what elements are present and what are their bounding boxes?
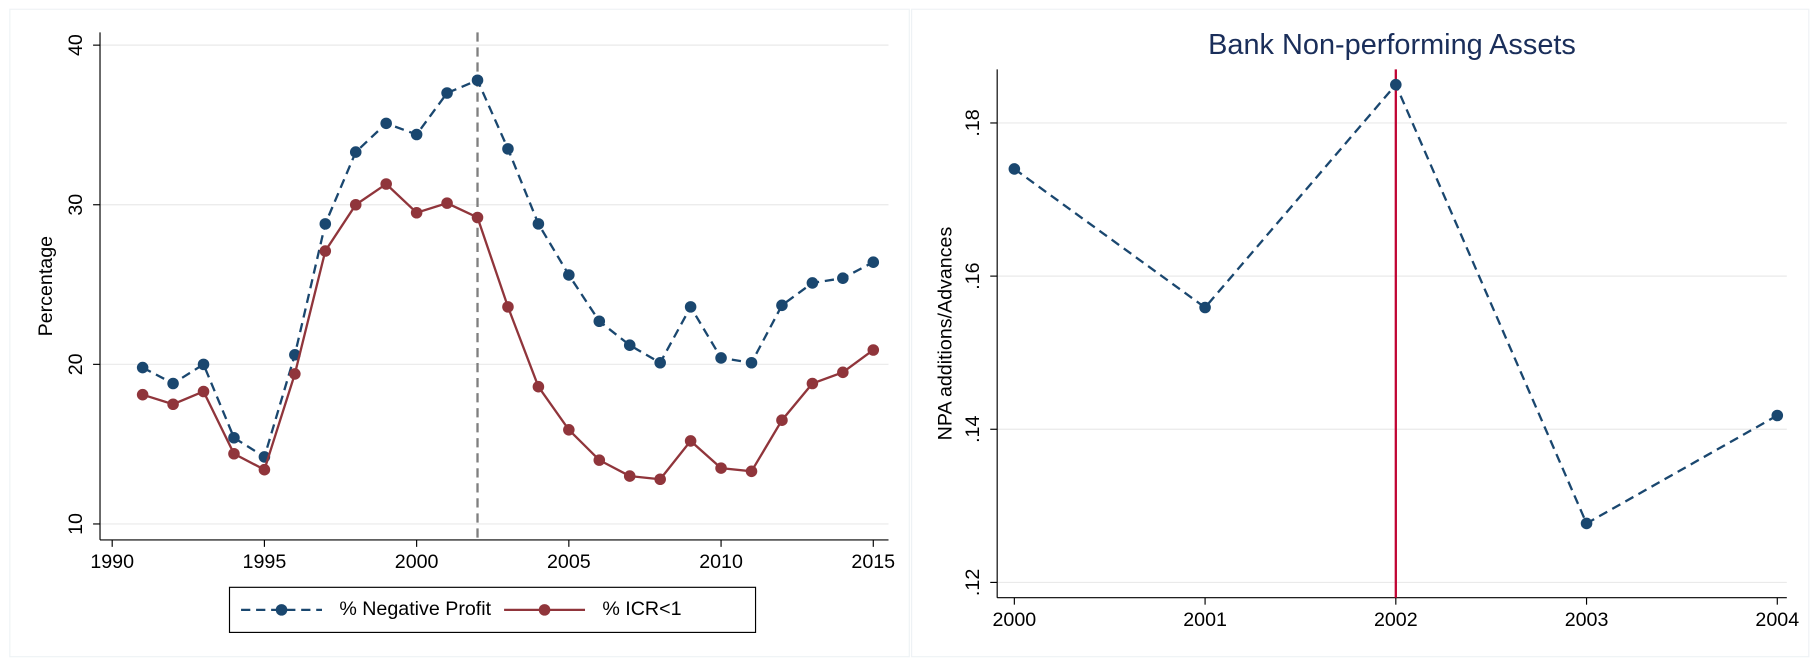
y-tick-label: .16	[962, 262, 984, 289]
data-point	[776, 414, 788, 426]
data-point	[776, 299, 788, 312]
x-tick-label: 2001	[1183, 609, 1227, 631]
data-point	[684, 435, 697, 447]
data-point	[136, 361, 149, 374]
data-point	[654, 356, 666, 369]
chart-title: Bank Non-performing Assets	[1208, 29, 1576, 61]
data-point	[349, 146, 362, 158]
data-point	[623, 339, 636, 351]
data-point	[745, 465, 758, 478]
x-tick-label: 2004	[1755, 609, 1799, 631]
data-point	[289, 368, 301, 380]
data-point	[715, 352, 727, 364]
data-point	[867, 344, 880, 356]
y-tick-label: 20	[65, 353, 87, 375]
y-tick-label: .18	[962, 109, 984, 136]
data-point	[319, 218, 332, 230]
data-point	[228, 447, 240, 460]
legend-label: % Negative Profit	[339, 598, 491, 620]
y-tick-label: .12	[962, 569, 984, 596]
data-point	[258, 463, 271, 476]
data-point	[197, 385, 210, 398]
x-tick-label: 2000	[395, 551, 439, 573]
data-point	[228, 431, 240, 444]
data-point	[654, 473, 666, 486]
data-point	[745, 356, 758, 369]
data-point	[623, 470, 636, 482]
x-tick-label: 2005	[547, 551, 591, 573]
x-tick-label: 2015	[851, 551, 895, 573]
data-point	[1580, 517, 1593, 530]
data-point	[715, 462, 727, 474]
data-point	[532, 218, 545, 230]
x-tick-label: 2003	[1565, 609, 1609, 631]
y-axis-label: NPA additions/Advances	[934, 227, 956, 441]
data-point	[380, 117, 392, 130]
y-axis-label: Percentage	[35, 236, 57, 337]
data-point	[380, 178, 392, 190]
data-point	[319, 245, 332, 257]
data-point	[136, 388, 149, 401]
data-point	[806, 277, 819, 289]
data-point	[502, 143, 514, 155]
panel-right	[911, 8, 1810, 658]
data-point	[410, 128, 423, 141]
data-point	[593, 315, 606, 328]
y-tick-label: .14	[962, 416, 984, 443]
data-point	[502, 301, 514, 313]
y-tick-label: 10	[65, 513, 87, 535]
x-tick-label: 1995	[243, 551, 287, 573]
data-point	[167, 377, 179, 390]
data-point	[563, 424, 575, 436]
panel-left	[9, 8, 910, 658]
data-point	[441, 197, 453, 209]
y-tick-label: 40	[65, 34, 87, 56]
data-point	[167, 398, 179, 411]
data-point	[684, 301, 697, 313]
data-point	[1008, 163, 1021, 175]
y-tick-label: 30	[65, 194, 87, 216]
data-point	[197, 358, 210, 371]
data-point	[532, 380, 545, 393]
legend-marker	[538, 604, 551, 616]
data-point	[1390, 78, 1402, 91]
data-point	[349, 198, 362, 211]
x-tick-label: 2002	[1374, 609, 1418, 631]
data-point	[471, 211, 484, 224]
legend-label: % ICR<1	[602, 598, 681, 620]
x-tick-label: 1990	[90, 551, 134, 573]
legend-box	[228, 586, 757, 633]
data-point	[867, 256, 880, 268]
data-point	[837, 366, 849, 379]
data-point	[806, 377, 819, 390]
data-point	[1199, 301, 1211, 314]
legend-marker	[275, 604, 288, 616]
data-point	[563, 269, 575, 281]
x-tick-label: 2000	[992, 609, 1036, 631]
data-point	[471, 74, 484, 87]
data-point	[1771, 409, 1784, 422]
data-point	[837, 272, 849, 284]
data-point	[593, 454, 606, 466]
x-tick-label: 2010	[699, 551, 743, 573]
data-point	[441, 87, 453, 99]
data-point	[410, 206, 423, 219]
